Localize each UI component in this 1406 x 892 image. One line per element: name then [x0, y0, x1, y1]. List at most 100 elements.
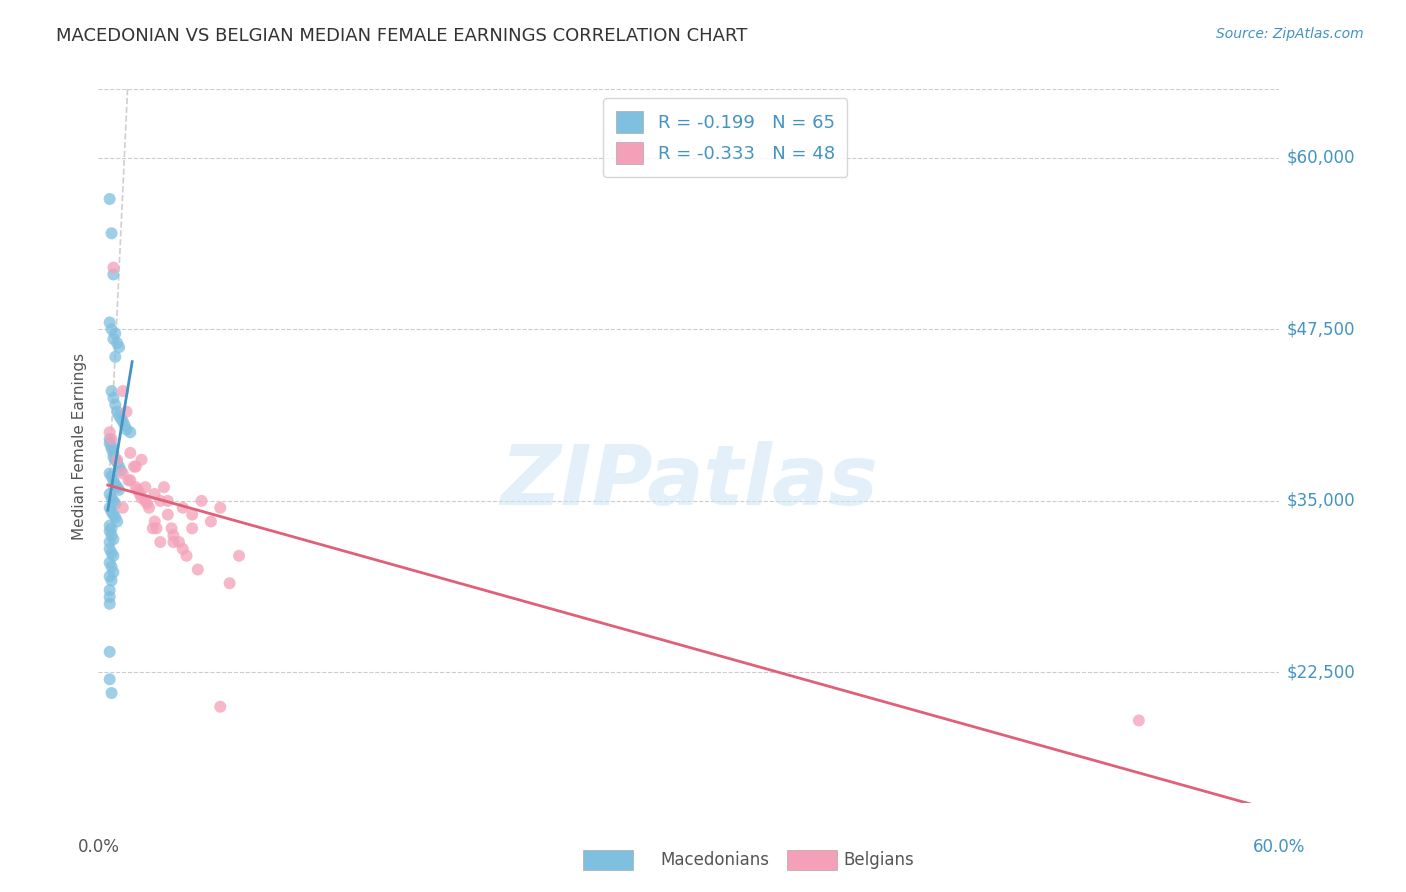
- Point: [104, 510, 127, 524]
- Point: [100, 322, 122, 336]
- Point: [98, 541, 121, 556]
- Point: [98, 192, 121, 206]
- Point: [103, 450, 125, 464]
- Point: [104, 497, 127, 511]
- Point: [98, 569, 121, 583]
- Point: [100, 491, 122, 505]
- Point: [160, 521, 183, 535]
- Point: [120, 425, 142, 440]
- Point: [156, 494, 179, 508]
- Point: [122, 459, 145, 474]
- Point: [111, 414, 134, 428]
- Point: [103, 332, 125, 346]
- Point: [172, 500, 194, 515]
- Point: [98, 518, 121, 533]
- Point: [143, 487, 166, 501]
- Point: [103, 260, 125, 275]
- Point: [149, 535, 172, 549]
- Point: [110, 411, 132, 425]
- Point: [100, 574, 122, 588]
- Text: $60,000: $60,000: [1286, 149, 1355, 167]
- Point: [228, 549, 250, 563]
- Point: [115, 423, 138, 437]
- Point: [105, 452, 128, 467]
- Text: MACEDONIAN VS BELGIAN MEDIAN FEMALE EARNINGS CORRELATION CHART: MACEDONIAN VS BELGIAN MEDIAN FEMALE EARN…: [56, 27, 748, 45]
- Point: [131, 491, 153, 505]
- Point: [181, 508, 204, 522]
- Point: [103, 494, 125, 508]
- Point: [100, 469, 122, 483]
- Text: 0.0%: 0.0%: [77, 838, 120, 856]
- Point: [145, 521, 167, 535]
- Point: [103, 549, 125, 563]
- Point: [100, 505, 122, 519]
- Point: [98, 432, 121, 446]
- Point: [218, 576, 240, 591]
- Point: [100, 439, 122, 453]
- Point: [136, 497, 159, 511]
- Point: [131, 452, 153, 467]
- Point: [104, 350, 127, 364]
- Point: [149, 494, 172, 508]
- Point: [111, 500, 134, 515]
- Point: [100, 521, 122, 535]
- Point: [108, 340, 131, 354]
- Point: [98, 645, 121, 659]
- Point: [104, 477, 127, 491]
- Point: [110, 464, 132, 478]
- Y-axis label: Median Female Earnings: Median Female Earnings: [72, 352, 87, 540]
- Point: [142, 521, 165, 535]
- Point: [209, 500, 232, 515]
- Point: [105, 480, 128, 494]
- Text: ZIPatlas: ZIPatlas: [501, 442, 877, 522]
- Legend: R = -0.199   N = 65, R = -0.333   N = 48: R = -0.199 N = 65, R = -0.333 N = 48: [603, 98, 848, 177]
- Point: [100, 528, 122, 542]
- Text: Belgians: Belgians: [844, 851, 914, 869]
- Point: [105, 405, 128, 419]
- Point: [143, 515, 166, 529]
- Point: [104, 452, 127, 467]
- Point: [200, 515, 222, 529]
- Point: [190, 494, 212, 508]
- Point: [134, 494, 156, 508]
- Point: [98, 316, 121, 330]
- Point: [100, 384, 122, 398]
- Point: [162, 528, 184, 542]
- Point: [100, 546, 122, 560]
- Point: [103, 446, 125, 460]
- Point: [111, 384, 134, 398]
- Text: Source: ZipAtlas.com: Source: ZipAtlas.com: [1216, 27, 1364, 41]
- Point: [120, 473, 142, 487]
- Point: [167, 535, 190, 549]
- Point: [98, 487, 121, 501]
- Point: [98, 597, 121, 611]
- Point: [125, 459, 148, 474]
- Point: [128, 487, 150, 501]
- Point: [187, 562, 209, 576]
- Point: [162, 535, 184, 549]
- Point: [100, 442, 122, 456]
- Point: [108, 459, 131, 474]
- Point: [156, 508, 179, 522]
- Point: [115, 405, 138, 419]
- Point: [111, 467, 134, 481]
- Point: [138, 500, 160, 515]
- Point: [100, 227, 122, 241]
- Point: [176, 549, 198, 563]
- Point: [98, 673, 121, 687]
- Text: $22,500: $22,500: [1286, 664, 1355, 681]
- Point: [98, 556, 121, 570]
- Point: [108, 483, 131, 497]
- Point: [103, 473, 125, 487]
- Point: [134, 480, 156, 494]
- Point: [98, 436, 121, 450]
- Point: [1128, 714, 1150, 728]
- Point: [105, 455, 128, 469]
- Point: [108, 409, 131, 423]
- Point: [114, 418, 136, 433]
- Point: [100, 432, 122, 446]
- Point: [104, 398, 127, 412]
- Point: [98, 425, 121, 440]
- Point: [209, 699, 232, 714]
- Text: $35,000: $35,000: [1286, 491, 1355, 510]
